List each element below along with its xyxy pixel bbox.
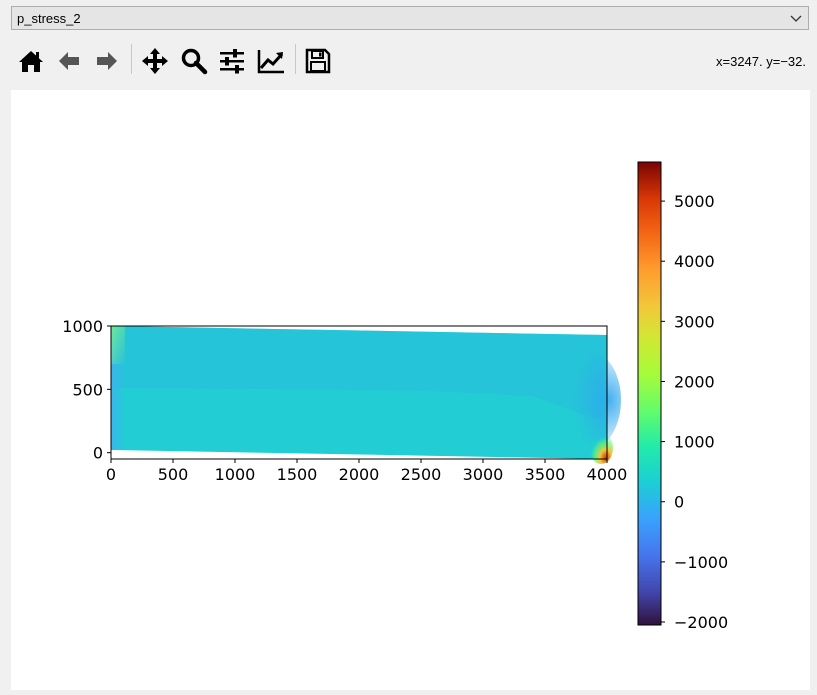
colorbar-axis: 5000 4000 3000 2000 1000 0 −1000 −2000: [661, 192, 728, 632]
field-select-value: p_stress_2: [17, 11, 81, 26]
field-select[interactable]: p_stress_2: [11, 6, 809, 30]
heatmap-right-region: [561, 352, 621, 448]
y-tick-label: 0: [93, 444, 103, 463]
colorbar-tick-label: 5000: [674, 192, 715, 211]
x-tick-label: 2500: [401, 465, 442, 484]
x-tick-label: 0: [106, 465, 116, 484]
configure-subplots-button[interactable]: [215, 44, 249, 78]
y-axis: 1000 500 0: [62, 317, 111, 463]
colorbar: 5000 4000 3000 2000 1000 0 −1000 −2000: [637, 161, 728, 632]
colorbar-tick-label: 4000: [674, 252, 715, 271]
colorbar-tick-label: 3000: [674, 312, 715, 331]
figure: 0 500 1000 1500 2000 2500 3000 3500 4000 1000500…: [62, 161, 728, 632]
cursor-coordinates: x=3247. y=−32.: [716, 54, 806, 69]
colorbar-tick-label: 0: [674, 493, 684, 512]
save-button[interactable]: [301, 44, 335, 78]
back-button[interactable]: [52, 44, 86, 78]
chevron-down-icon: [790, 15, 802, 22]
navigation-toolbar: x=3247. y=−32.: [12, 40, 808, 84]
heatmap-upper-region: [111, 326, 607, 420]
colorbar-tick-label: −2000: [674, 613, 728, 632]
sliders-icon: [220, 49, 244, 74]
x-tick-label: 1000: [215, 465, 256, 484]
toolbar-separator: [295, 44, 296, 74]
forward-button[interactable]: [90, 44, 124, 78]
colorbar-tick-label: 2000: [674, 372, 715, 391]
plot-canvas[interactable]: 0 500 1000 1500 2000 2500 3000 3500 4000 1000 500…: [11, 90, 810, 690]
x-tick-label: 2000: [339, 465, 380, 484]
move-icon: [142, 48, 168, 74]
y-tick-label: 1000: [62, 317, 103, 336]
x-tick-label: 500: [158, 465, 189, 484]
pan-button[interactable]: [138, 44, 172, 78]
toolbar-separator: [131, 44, 132, 74]
x-axis: 0 500 1000 1500 2000 2500 3000 3500 4000: [106, 459, 627, 484]
zoom-icon: [181, 48, 208, 75]
x-tick-label: 3000: [463, 465, 504, 484]
colorbar-tick-label: −1000: [674, 553, 728, 572]
x-tick-label: 4000: [587, 465, 628, 484]
save-icon: [305, 48, 331, 74]
zoom-button[interactable]: [177, 44, 211, 78]
home-button[interactable]: [14, 44, 48, 78]
arrow-right-icon: [97, 52, 117, 70]
home-icon: [19, 51, 43, 72]
colorbar-gradient: [637, 161, 662, 626]
edit-axis-button[interactable]: [254, 44, 288, 78]
line-chart-icon: [257, 50, 284, 74]
heatmap-top-left-corner: [111, 326, 125, 364]
heatmap-plot: [110, 325, 621, 464]
x-tick-label: 1500: [277, 465, 318, 484]
y-tick-label: 500: [72, 380, 103, 399]
arrow-left-icon: [59, 52, 79, 70]
x-tick-label: 3500: [525, 465, 566, 484]
colorbar-tick-label: 1000: [674, 433, 715, 452]
